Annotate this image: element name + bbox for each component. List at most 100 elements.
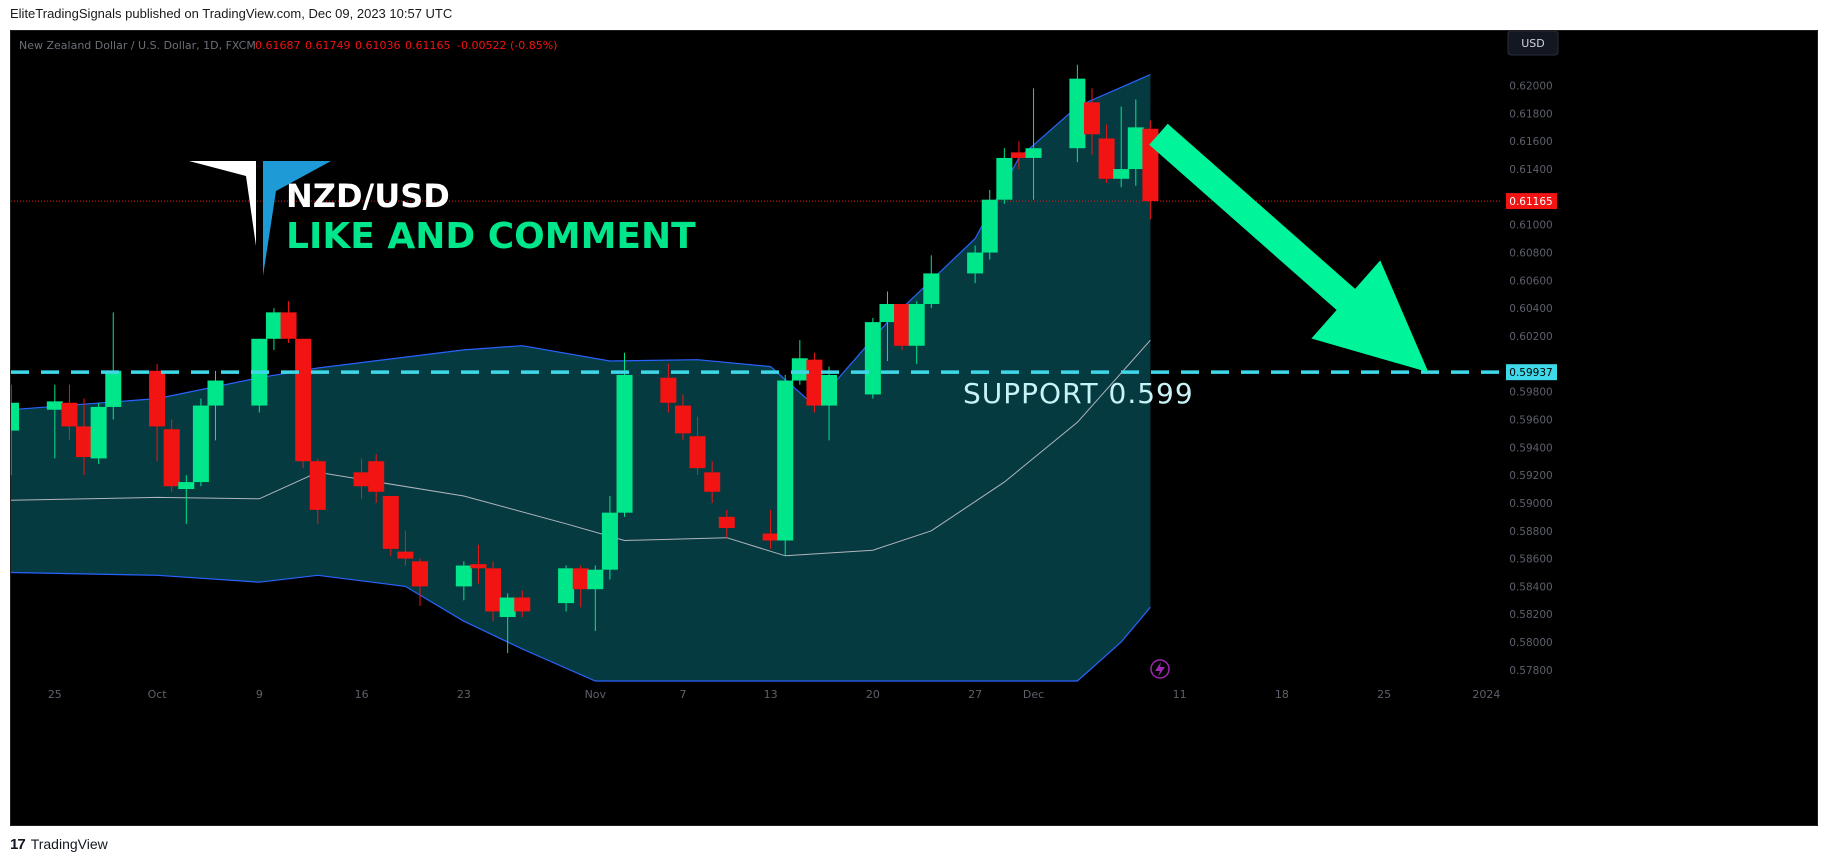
candle-body: [192, 405, 209, 483]
down-arrow-shape: [1149, 123, 1429, 373]
candle-body: [923, 273, 940, 305]
candle: [1113, 106, 1130, 188]
y-tick-label: 0.58200: [1509, 609, 1552, 621]
candle-body: [718, 516, 735, 528]
candle-body: [412, 561, 429, 587]
ohlc-high: 0.61749: [305, 39, 351, 52]
ohlc-readout: 0.61687 0.61749 0.61036 0.61165 -0.00522…: [255, 39, 557, 52]
candle-body: [806, 359, 823, 406]
currency-button-label[interactable]: USD: [1521, 37, 1545, 50]
candle-body: [864, 322, 881, 395]
candle: [163, 419, 180, 492]
currency-button-bg[interactable]: [1507, 30, 1559, 56]
candle: [265, 308, 282, 350]
candle-body: [76, 426, 93, 458]
candle-body: [90, 406, 107, 459]
candle-body: [309, 461, 326, 510]
last-price-tag-bg: [1506, 193, 1557, 210]
candle: [1010, 141, 1027, 170]
candle: [485, 561, 502, 622]
x-tick-label: 18: [1275, 688, 1289, 701]
candle-body: [1113, 169, 1130, 179]
candle: [996, 148, 1013, 204]
candle: [879, 291, 896, 362]
y-tick-label: 0.59800: [1509, 387, 1552, 399]
candle-body: [3, 402, 19, 431]
x-tick-label: 16: [355, 688, 369, 701]
y-tick-label: 0.57800: [1509, 665, 1552, 677]
publish-info: EliteTradingSignals published on Trading…: [10, 6, 453, 21]
candle: [894, 304, 911, 350]
y-tick-label: 0.60200: [1509, 331, 1552, 343]
price-tag-last: 0.61165: [1506, 193, 1557, 210]
candle: [397, 530, 414, 566]
candle: [777, 374, 794, 556]
y-tick-label: 0.61400: [1509, 164, 1552, 176]
y-tick-label: 0.59200: [1509, 470, 1552, 482]
candle: [499, 593, 516, 654]
currency-button[interactable]: USD: [1507, 30, 1559, 56]
tradingview-logo-icon[interactable]: 17: [10, 835, 26, 853]
x-tick-label: 7: [679, 688, 686, 701]
candle-body: [558, 568, 575, 604]
candle: [382, 495, 399, 556]
logo: [189, 161, 331, 276]
candle: [1127, 99, 1144, 186]
x-tick-label: 27: [968, 688, 982, 701]
candle: [864, 317, 881, 399]
candle: [455, 561, 472, 601]
ohlc-low: 0.61036: [355, 39, 401, 52]
candle: [76, 398, 93, 476]
candle: [309, 458, 326, 524]
y-tick-label: 0.60800: [1509, 248, 1552, 260]
y-tick-label: 0.61600: [1509, 136, 1552, 148]
candle-body: [61, 402, 78, 427]
y-tick-label: 0.58800: [1509, 526, 1552, 538]
lightning-icon[interactable]: [1150, 659, 1170, 679]
candle: [470, 544, 487, 584]
x-tick-label: 25: [1377, 688, 1391, 701]
candle: [1069, 64, 1086, 163]
candle: [207, 370, 224, 441]
y-axis[interactable]: 0.62000 0.61800 0.61600 0.61400 0.61000 0.608…: [1509, 81, 1552, 677]
candle: [821, 366, 838, 441]
last-price-tag: 0.61165: [1509, 196, 1552, 208]
y-tick-label: 0.60400: [1509, 303, 1552, 315]
y-tick-label: 0.59400: [1509, 442, 1552, 454]
candle: [572, 565, 589, 608]
support-annotation: SUPPORT 0.599: [963, 377, 1194, 410]
candle-body: [1083, 102, 1100, 135]
candle: [149, 363, 166, 462]
candle: [601, 495, 618, 580]
y-tick-label: 0.60600: [1509, 275, 1552, 287]
candle: [762, 509, 779, 549]
symbol-line: New Zealand Dollar / U.S. Dollar, 1D, FX…: [19, 39, 256, 52]
candle: [178, 475, 195, 524]
candle-body: [660, 377, 677, 403]
x-tick-label: 25: [48, 688, 62, 701]
candle-body: [353, 472, 370, 487]
price-tag-support: 0.59937: [1506, 364, 1557, 381]
candle-body: [178, 482, 195, 490]
candle: [192, 398, 209, 487]
candle-body: [616, 374, 633, 513]
x-tick-label: 20: [866, 688, 880, 701]
candle-body: [894, 304, 911, 346]
footer-brand[interactable]: TradingView: [30, 836, 108, 852]
x-tick-label: 23: [457, 688, 471, 701]
candlestick-chart[interactable]: NZD/USD LIKE AND COMMENT SUPPORT 0.599 N…: [3, 30, 1817, 825]
candle-body: [514, 597, 531, 612]
candle-body: [280, 312, 297, 339]
candle: [1098, 124, 1115, 183]
down-arrow: [1149, 123, 1429, 373]
candle: [806, 352, 823, 413]
y-tick-label: 0.58600: [1509, 554, 1552, 566]
candle-body: [1069, 78, 1086, 149]
candle: [981, 189, 998, 260]
candle-body: [149, 370, 166, 427]
candle: [791, 340, 808, 385]
candle-body: [587, 569, 604, 590]
x-axis[interactable]: 25 Oct 9 16 23 Nov 7 13 20 27 Dec 11 18 25 2024: [48, 688, 1501, 701]
candle: [105, 312, 122, 420]
candle-body: [46, 401, 63, 410]
